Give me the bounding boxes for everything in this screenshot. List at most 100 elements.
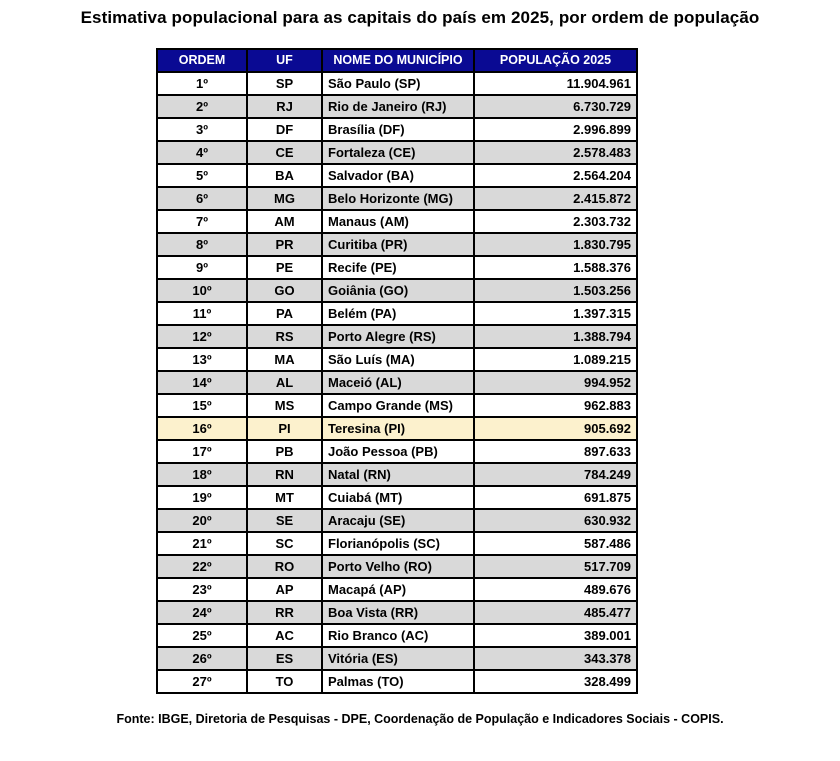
table-row: 18º RN Natal (RN) 784.249 bbox=[156, 462, 638, 487]
cell-uf: AM bbox=[246, 209, 323, 234]
cell-municipio: Florianópolis (SC) bbox=[321, 531, 475, 556]
cell-ordem: 1º bbox=[156, 71, 248, 96]
table-row: 4º CE Fortaleza (CE) 2.578.483 bbox=[156, 140, 638, 165]
cell-uf: TO bbox=[246, 669, 323, 694]
cell-populacao: 485.477 bbox=[473, 600, 638, 625]
cell-populacao: 1.089.215 bbox=[473, 347, 638, 372]
table-row: 14º AL Maceió (AL) 994.952 bbox=[156, 370, 638, 395]
table-row: 5º BA Salvador (BA) 2.564.204 bbox=[156, 163, 638, 188]
table-row: 21º SC Florianópolis (SC) 587.486 bbox=[156, 531, 638, 556]
cell-ordem: 20º bbox=[156, 508, 248, 533]
table-row: 26º ES Vitória (ES) 343.378 bbox=[156, 646, 638, 671]
cell-ordem: 8º bbox=[156, 232, 248, 257]
cell-populacao: 2.564.204 bbox=[473, 163, 638, 188]
column-header-populacao: POPULAÇÃO 2025 bbox=[473, 48, 638, 73]
cell-municipio: Aracaju (SE) bbox=[321, 508, 475, 533]
cell-uf: MG bbox=[246, 186, 323, 211]
cell-ordem: 22º bbox=[156, 554, 248, 579]
cell-populacao: 2.415.872 bbox=[473, 186, 638, 211]
table-header-row: ORDEM UF NOME DO MUNICÍPIO POPULAÇÃO 202… bbox=[156, 48, 638, 73]
cell-ordem: 15º bbox=[156, 393, 248, 418]
cell-populacao: 1.830.795 bbox=[473, 232, 638, 257]
cell-populacao: 517.709 bbox=[473, 554, 638, 579]
cell-uf: RR bbox=[246, 600, 323, 625]
table-row: 3º DF Brasília (DF) 2.996.899 bbox=[156, 117, 638, 142]
cell-ordem: 6º bbox=[156, 186, 248, 211]
page-title: Estimativa populacional para as capitais… bbox=[80, 8, 760, 27]
cell-uf: SP bbox=[246, 71, 323, 96]
cell-populacao: 1.503.256 bbox=[473, 278, 638, 303]
cell-municipio: Porto Alegre (RS) bbox=[321, 324, 475, 349]
cell-ordem: 10º bbox=[156, 278, 248, 303]
cell-municipio: Rio de Janeiro (RJ) bbox=[321, 94, 475, 119]
cell-populacao: 489.676 bbox=[473, 577, 638, 602]
table-row: 11º PA Belém (PA) 1.397.315 bbox=[156, 301, 638, 326]
cell-uf: PE bbox=[246, 255, 323, 280]
cell-ordem: 17º bbox=[156, 439, 248, 464]
table-row: 24º RR Boa Vista (RR) 485.477 bbox=[156, 600, 638, 625]
cell-uf: GO bbox=[246, 278, 323, 303]
cell-municipio: Porto Velho (RO) bbox=[321, 554, 475, 579]
cell-populacao: 1.588.376 bbox=[473, 255, 638, 280]
cell-municipio: São Luís (MA) bbox=[321, 347, 475, 372]
cell-uf: AL bbox=[246, 370, 323, 395]
cell-municipio: Manaus (AM) bbox=[321, 209, 475, 234]
cell-uf: MT bbox=[246, 485, 323, 510]
cell-uf: MA bbox=[246, 347, 323, 372]
cell-populacao: 897.633 bbox=[473, 439, 638, 464]
cell-municipio: Curitiba (PR) bbox=[321, 232, 475, 257]
cell-ordem: 12º bbox=[156, 324, 248, 349]
table-row: 6º MG Belo Horizonte (MG) 2.415.872 bbox=[156, 186, 638, 211]
cell-municipio: Teresina (PI) bbox=[321, 416, 475, 441]
cell-populacao: 2.578.483 bbox=[473, 140, 638, 165]
cell-ordem: 14º bbox=[156, 370, 248, 395]
cell-uf: MS bbox=[246, 393, 323, 418]
cell-municipio: Fortaleza (CE) bbox=[321, 140, 475, 165]
cell-populacao: 343.378 bbox=[473, 646, 638, 671]
cell-municipio: Palmas (TO) bbox=[321, 669, 475, 694]
cell-populacao: 11.904.961 bbox=[473, 71, 638, 96]
cell-ordem: 2º bbox=[156, 94, 248, 119]
cell-uf: PI bbox=[246, 416, 323, 441]
table-row: 1º SP São Paulo (SP) 11.904.961 bbox=[156, 71, 638, 96]
cell-ordem: 26º bbox=[156, 646, 248, 671]
column-header-municipio: NOME DO MUNICÍPIO bbox=[321, 48, 475, 73]
cell-uf: PA bbox=[246, 301, 323, 326]
cell-municipio: Belém (PA) bbox=[321, 301, 475, 326]
table-row: 20º SE Aracaju (SE) 630.932 bbox=[156, 508, 638, 533]
cell-uf: BA bbox=[246, 163, 323, 188]
table-row: 22º RO Porto Velho (RO) 517.709 bbox=[156, 554, 638, 579]
cell-populacao: 1.397.315 bbox=[473, 301, 638, 326]
population-table: ORDEM UF NOME DO MUNICÍPIO POPULAÇÃO 202… bbox=[156, 48, 638, 694]
cell-ordem: 21º bbox=[156, 531, 248, 556]
table-row: 25º AC Rio Branco (AC) 389.001 bbox=[156, 623, 638, 648]
cell-municipio: Salvador (BA) bbox=[321, 163, 475, 188]
table-row: 17º PB João Pessoa (PB) 897.633 bbox=[156, 439, 638, 464]
cell-uf: DF bbox=[246, 117, 323, 142]
cell-populacao: 994.952 bbox=[473, 370, 638, 395]
cell-populacao: 328.499 bbox=[473, 669, 638, 694]
cell-municipio: Recife (PE) bbox=[321, 255, 475, 280]
cell-uf: CE bbox=[246, 140, 323, 165]
table-row: 8º PR Curitiba (PR) 1.830.795 bbox=[156, 232, 638, 257]
cell-uf: AP bbox=[246, 577, 323, 602]
cell-populacao: 389.001 bbox=[473, 623, 638, 648]
cell-municipio: Brasília (DF) bbox=[321, 117, 475, 142]
cell-municipio: Campo Grande (MS) bbox=[321, 393, 475, 418]
cell-municipio: Maceió (AL) bbox=[321, 370, 475, 395]
source-note: Fonte: IBGE, Diretoria de Pesquisas - DP… bbox=[116, 712, 724, 726]
table-row: 15º MS Campo Grande (MS) 962.883 bbox=[156, 393, 638, 418]
cell-uf: PB bbox=[246, 439, 323, 464]
column-header-uf: UF bbox=[246, 48, 323, 73]
cell-populacao: 2.303.732 bbox=[473, 209, 638, 234]
cell-ordem: 3º bbox=[156, 117, 248, 142]
cell-uf: ES bbox=[246, 646, 323, 671]
cell-populacao: 1.388.794 bbox=[473, 324, 638, 349]
cell-ordem: 24º bbox=[156, 600, 248, 625]
cell-ordem: 18º bbox=[156, 462, 248, 487]
column-header-ordem: ORDEM bbox=[156, 48, 248, 73]
table-row: 9º PE Recife (PE) 1.588.376 bbox=[156, 255, 638, 280]
cell-ordem: 25º bbox=[156, 623, 248, 648]
table-row: 23º AP Macapá (AP) 489.676 bbox=[156, 577, 638, 602]
